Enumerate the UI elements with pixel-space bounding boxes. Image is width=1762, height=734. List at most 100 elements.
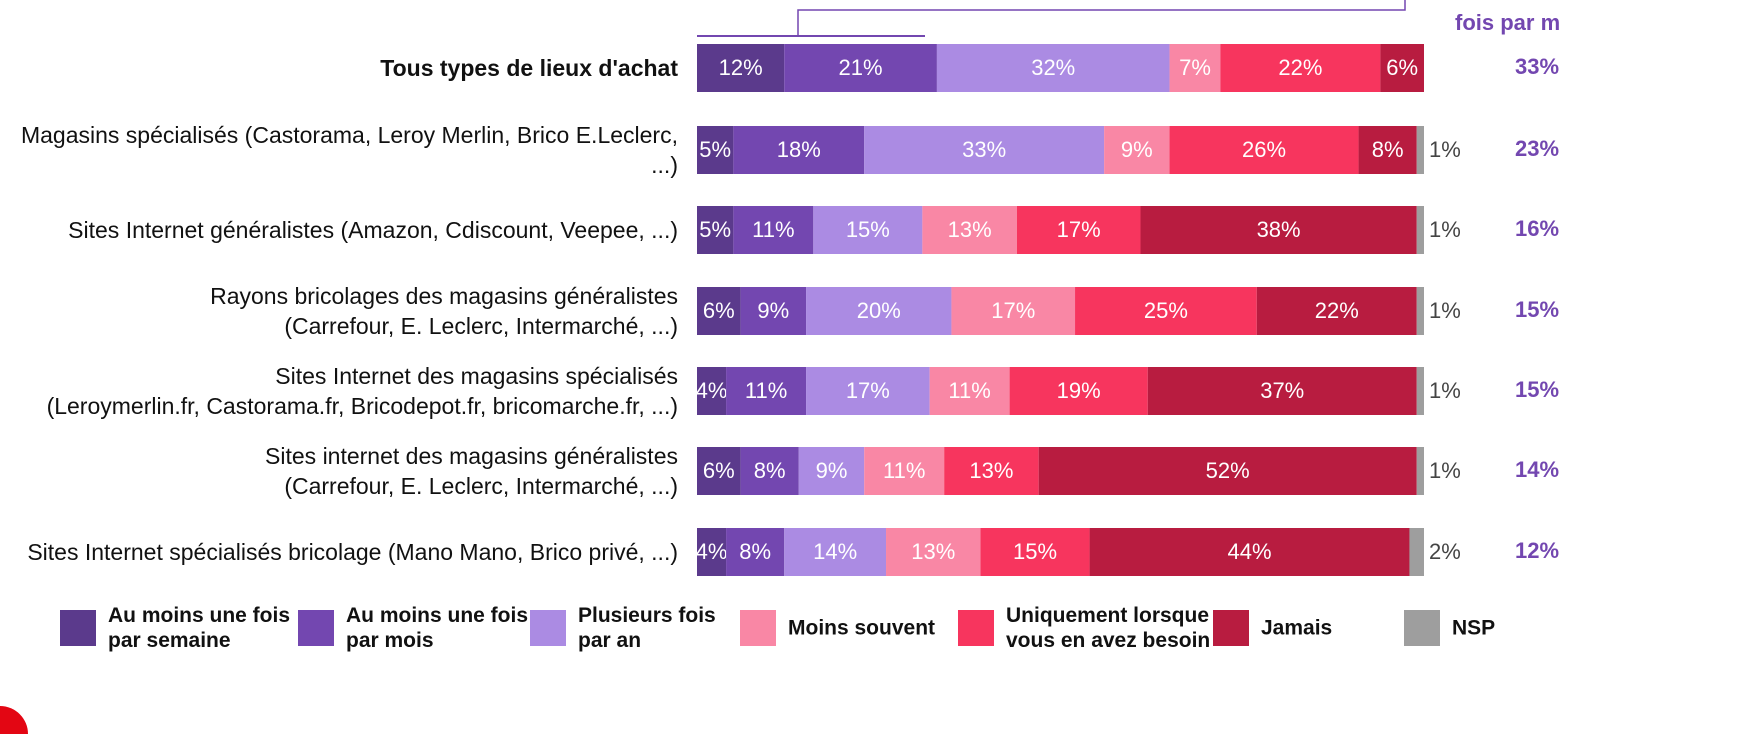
value-label: 1% (1429, 137, 1461, 162)
value-label: 52% (1206, 458, 1250, 483)
bar-segment (1416, 447, 1424, 495)
value-label: 13% (948, 217, 992, 242)
value-label: 15% (1013, 539, 1057, 564)
bar-segment (733, 206, 814, 254)
bar-segment (1358, 126, 1417, 174)
bar-segment (886, 528, 981, 576)
value-label: 17% (846, 378, 890, 403)
value-label: 9% (1121, 137, 1153, 162)
value-label: 11% (948, 378, 990, 403)
category-label: Sites internet des magasins généralistes… (265, 443, 678, 499)
annotation-value: 14% (1515, 457, 1559, 482)
legend-label: NSP (1452, 616, 1496, 640)
value-label: 11% (883, 458, 925, 483)
bar-segment (1256, 287, 1417, 335)
legend-swatch (60, 610, 96, 646)
annotation-value: 23% (1515, 136, 1559, 161)
value-label: 11% (745, 378, 787, 403)
value-label: 15% (846, 217, 890, 242)
annotation-value: 12% (1515, 538, 1559, 563)
category-label: Tous types de lieux d'achat (380, 55, 678, 81)
bar-segment (740, 447, 799, 495)
value-label: 6% (1386, 55, 1418, 80)
value-label: 32% (1031, 55, 1075, 80)
bar-segment (1075, 287, 1257, 335)
category-label: Sites Internet des magasins spécialisés … (46, 363, 678, 419)
bar-segment (922, 206, 1017, 254)
category-label: Rayons bricolages des magasins généralis… (210, 283, 678, 339)
category-label: Sites Internet généralistes (Amazon, Cdi… (68, 217, 678, 243)
bar-segment (697, 206, 734, 254)
bar-segment (726, 367, 807, 415)
legend-swatch (1404, 610, 1440, 646)
bar-segment (1416, 367, 1424, 415)
bar-segment (784, 528, 887, 576)
value-label: 5% (699, 137, 731, 162)
bar-segment (697, 44, 785, 92)
value-label: 1% (1429, 378, 1461, 403)
bar-segment (1038, 447, 1417, 495)
annotation-header: fois par m (1455, 10, 1560, 35)
annotation-value: 15% (1515, 297, 1559, 322)
value-label: 38% (1257, 217, 1301, 242)
value-label: 8% (754, 458, 786, 483)
value-label: 5% (699, 217, 731, 242)
value-label: 7% (1179, 55, 1211, 80)
bar-segment (864, 126, 1105, 174)
value-label: 9% (816, 458, 848, 483)
bar-segment (1416, 206, 1424, 254)
annotation-value: 33% (1515, 54, 1559, 79)
legend-swatch (530, 610, 566, 646)
logo-fragment (0, 706, 28, 734)
value-label: 17% (991, 298, 1035, 323)
value-label: 4% (696, 378, 728, 403)
value-label: 14% (813, 539, 857, 564)
value-label: 13% (969, 458, 1013, 483)
value-label: 12% (719, 55, 763, 80)
bar-segment (1140, 206, 1417, 254)
value-label: 9% (757, 298, 789, 323)
bar-segment (697, 367, 727, 415)
legend-label: Jamais (1261, 616, 1333, 640)
bar-segment (697, 287, 741, 335)
bar-segment (1416, 126, 1424, 174)
value-label: 26% (1242, 137, 1286, 162)
bar-segment (1009, 367, 1148, 415)
legend-label: Au moins une fois par mois (346, 604, 529, 652)
bar-segment (740, 287, 807, 335)
category-label: Sites Internet spécialisés bricolage (Ma… (27, 539, 678, 565)
value-label: 11% (752, 217, 794, 242)
value-label: 4% (696, 539, 728, 564)
value-label: 13% (911, 539, 955, 564)
bar-segment (806, 287, 952, 335)
bar-segment (936, 44, 1170, 92)
value-label: 33% (962, 137, 1006, 162)
bar-segment (798, 447, 865, 495)
bar-segment (1169, 126, 1359, 174)
legend-label: Au moins une fois par semaine (108, 604, 291, 652)
value-label: 21% (839, 55, 883, 80)
bar-segment (1380, 44, 1424, 92)
bar-segment (1147, 367, 1417, 415)
bar-segment (726, 528, 785, 576)
bar-segment (784, 44, 937, 92)
value-label: 20% (857, 298, 901, 323)
annotation-value: 15% (1515, 377, 1559, 402)
value-label: 19% (1057, 378, 1101, 403)
bar-segment (697, 447, 741, 495)
bar-segment (980, 528, 1090, 576)
value-label: 1% (1429, 217, 1461, 242)
legend-swatch (958, 610, 994, 646)
value-label: 25% (1144, 298, 1188, 323)
legend-label: Uniquement lorsque vous en avez besoin (1006, 604, 1211, 652)
bar-segment (944, 447, 1039, 495)
bar-segment (806, 367, 930, 415)
bar-segment (733, 126, 865, 174)
category-label: Magasins spécialisés (Castorama, Leroy M… (20, 122, 678, 178)
bracket-line (797, 0, 1406, 36)
bar-segment (1104, 126, 1170, 174)
legend-swatch (1213, 610, 1249, 646)
value-label: 17% (1057, 217, 1101, 242)
